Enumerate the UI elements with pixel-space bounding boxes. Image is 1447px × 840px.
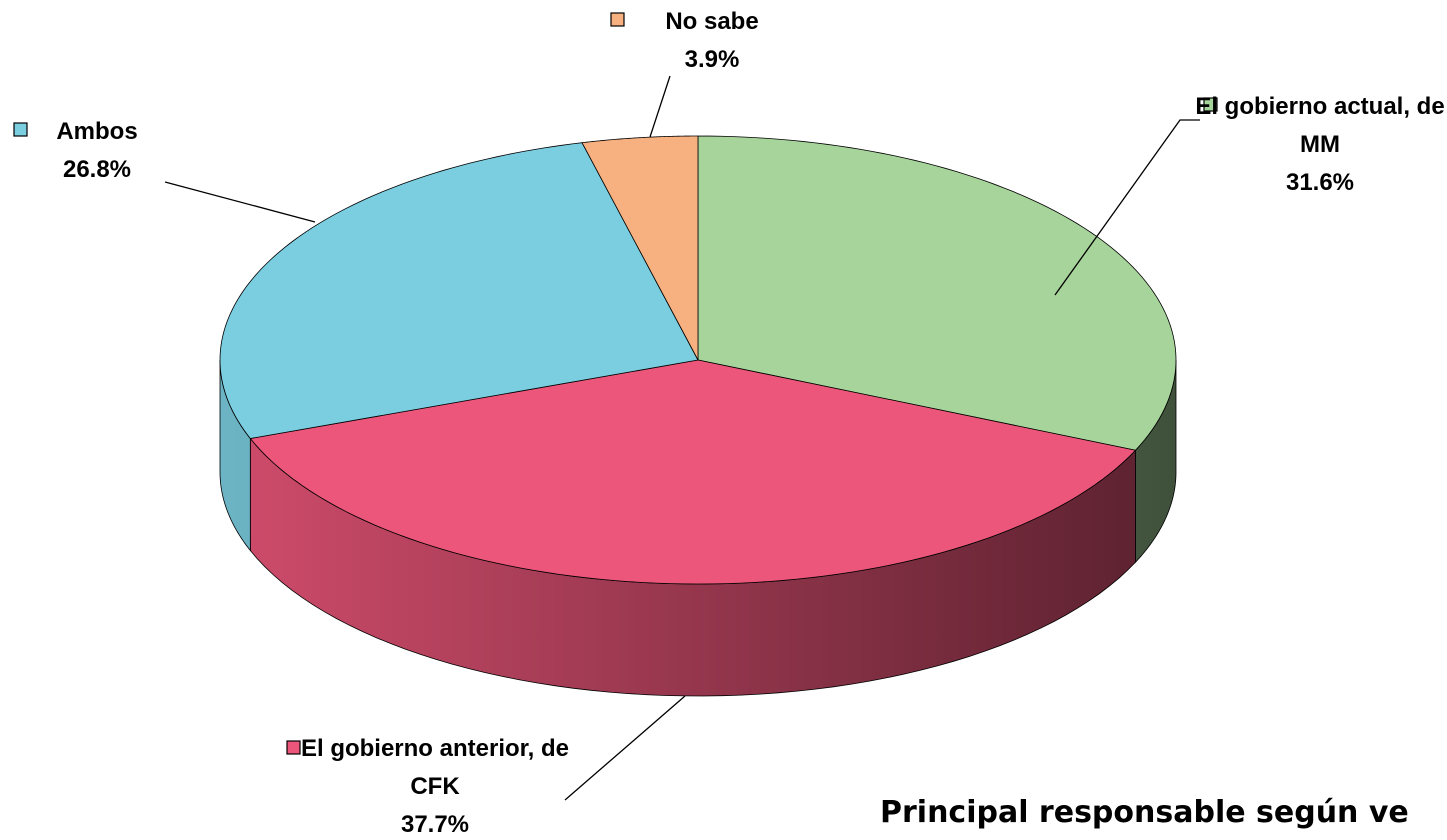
value-label: 31.6% [1285,169,1355,196]
slice-side-shade [1135,360,1176,563]
leader-line [1054,119,1200,296]
leader-line [564,695,686,801]
chart-title: Principal responsable según ve [880,795,1409,830]
legend-key [13,122,28,137]
slice-side-shade [220,360,251,551]
value-label: 3.9% [684,46,740,73]
legend-key [1203,97,1218,112]
value-label: 37.7% [400,811,470,838]
slice [581,135,699,361]
leader-line [164,181,316,223]
slice [219,142,699,439]
slice-label: El gobierno actual, de MM [1195,93,1445,158]
leader-line [649,75,671,138]
slice [249,359,1137,585]
slice-label: El gobierno anterior, de CFK [300,735,570,800]
slice-side-shade [250,438,1136,696]
slice-label: No sabe [665,8,759,35]
slice [697,135,1177,451]
value-label: 26.8% [62,156,132,183]
legend-key [610,12,625,27]
slice-label: Ambos [56,118,138,145]
legend-key [286,740,301,755]
